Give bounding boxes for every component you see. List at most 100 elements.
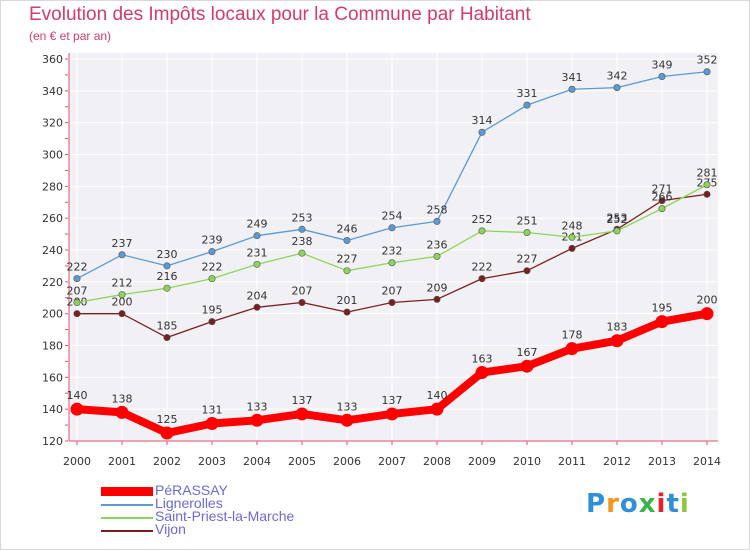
- data-point: [295, 407, 309, 421]
- data-label: 133: [337, 400, 358, 413]
- data-point: [208, 275, 216, 283]
- data-point: [568, 85, 576, 93]
- legend-swatch: [101, 487, 153, 496]
- data-point: [433, 217, 441, 225]
- legend-label: PéRASSAY: [155, 482, 228, 498]
- x-tick-label: 2007: [378, 455, 406, 468]
- data-label: 204: [247, 289, 268, 302]
- data-point: [478, 227, 486, 235]
- data-point: [568, 233, 576, 241]
- data-label: 195: [652, 302, 673, 315]
- data-label: 222: [472, 261, 493, 274]
- data-point: [388, 299, 396, 307]
- y-tick-label: 360: [42, 53, 63, 66]
- plot-area: [69, 53, 718, 441]
- y-tick-label: 120: [42, 435, 63, 448]
- data-point: [118, 310, 126, 318]
- data-label: 183: [607, 321, 628, 334]
- data-point: [298, 299, 306, 307]
- data-point: [700, 307, 714, 321]
- data-point: [658, 205, 666, 213]
- data-point: [478, 128, 486, 136]
- data-label: 178: [562, 329, 583, 342]
- logo-letter: i: [679, 489, 690, 519]
- y-tick-label: 240: [42, 244, 63, 257]
- data-label: 207: [382, 285, 403, 298]
- data-label: 125: [157, 413, 178, 426]
- data-label: 266: [652, 191, 673, 204]
- data-label: 138: [112, 392, 133, 405]
- legend-swatch: [101, 504, 153, 506]
- legend-swatch: [101, 517, 153, 519]
- logo-letter: P: [586, 489, 607, 519]
- data-point: [298, 249, 306, 257]
- data-point: [118, 251, 126, 259]
- x-tick-label: 2014: [693, 455, 721, 468]
- x-tick-label: 2010: [513, 455, 541, 468]
- data-point: [568, 244, 576, 252]
- data-label: 137: [382, 394, 403, 407]
- y-tick-label: 200: [42, 308, 63, 321]
- data-point: [430, 402, 444, 416]
- legend-swatch: [101, 530, 153, 532]
- x-tick-label: 2009: [468, 455, 496, 468]
- data-point: [613, 84, 621, 92]
- x-tick-label: 2012: [603, 455, 631, 468]
- y-tick-label: 220: [42, 276, 63, 289]
- y-tick-label: 160: [42, 371, 63, 384]
- data-label: 209: [427, 281, 448, 294]
- data-label: 231: [247, 246, 268, 259]
- data-label: 238: [292, 235, 313, 248]
- data-label: 352: [697, 54, 718, 67]
- data-label: 258: [427, 203, 448, 216]
- data-point: [523, 101, 531, 109]
- y-tick-label: 140: [42, 403, 63, 416]
- data-label: 200: [112, 296, 133, 309]
- legend-label: Vijon: [155, 521, 186, 537]
- data-label: 248: [562, 219, 583, 232]
- y-tick-label: 280: [42, 180, 63, 193]
- data-point: [73, 275, 81, 283]
- x-tick-label: 2011: [558, 455, 586, 468]
- chart-subtitle: (en € et par an): [29, 29, 112, 43]
- data-label: 185: [157, 320, 178, 333]
- chart-title: Evolution des Impôts locaux pour la Comm…: [29, 4, 531, 25]
- data-point: [565, 342, 579, 356]
- data-point: [298, 225, 306, 233]
- data-label: 271: [652, 183, 673, 196]
- data-label: 314: [472, 114, 493, 127]
- y-tick-label: 320: [42, 117, 63, 130]
- data-label: 252: [472, 213, 493, 226]
- data-label: 140: [67, 389, 88, 402]
- data-point: [253, 232, 261, 240]
- y-tick-label: 260: [42, 212, 63, 225]
- data-point: [343, 236, 351, 244]
- data-point: [703, 181, 711, 189]
- data-label: 207: [67, 285, 88, 298]
- data-label: 200: [697, 294, 718, 307]
- logo-letter: r: [606, 489, 620, 519]
- data-point: [118, 291, 126, 299]
- data-label: 227: [517, 253, 538, 266]
- data-point: [523, 267, 531, 275]
- data-point: [340, 413, 354, 427]
- data-label: 253: [607, 211, 628, 224]
- data-label: 239: [202, 234, 223, 247]
- data-point: [433, 295, 441, 303]
- data-point: [613, 227, 621, 235]
- data-label: 137: [292, 394, 313, 407]
- data-point: [160, 426, 174, 440]
- data-point: [703, 68, 711, 76]
- data-label: 140: [427, 389, 448, 402]
- data-point: [610, 334, 624, 348]
- data-label: 342: [607, 70, 628, 83]
- data-point: [208, 248, 216, 256]
- logo-letter: t: [666, 489, 680, 519]
- data-label: 222: [67, 261, 88, 274]
- data-label: 163: [472, 353, 493, 366]
- data-label: 254: [382, 210, 403, 223]
- logo-letter: x: [638, 489, 657, 519]
- data-point: [658, 197, 666, 205]
- data-label: 249: [247, 218, 268, 231]
- data-label: 341: [562, 71, 583, 84]
